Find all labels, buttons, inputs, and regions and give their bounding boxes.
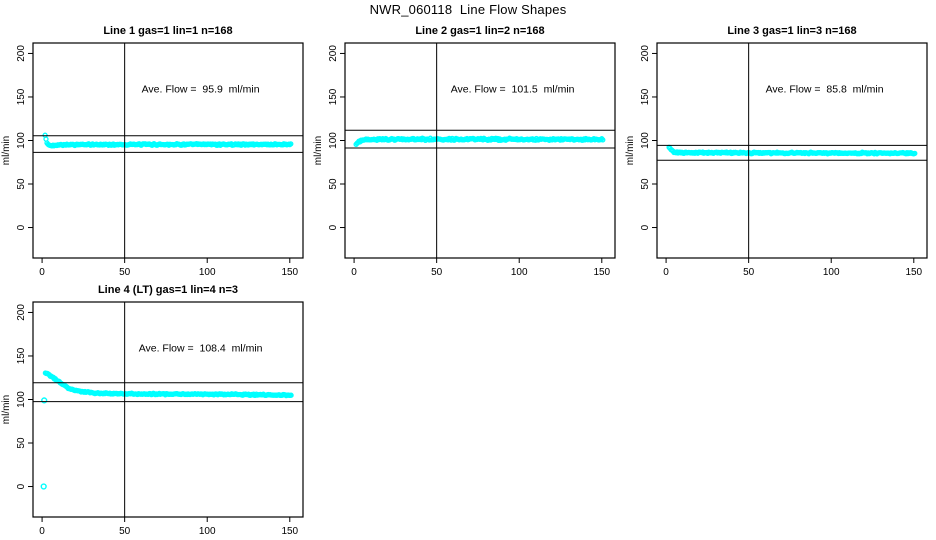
y-tick-label: 0 [16,224,27,230]
y-tick-label: 50 [640,178,651,190]
x-tick-label: 100 [199,267,216,278]
x-tick-label: 50 [431,267,443,278]
y-axis-label: ml/min [313,136,324,165]
x-tick-label: 50 [743,267,755,278]
x-tick-label: 150 [281,526,298,537]
data-point [288,392,294,398]
y-axis-label: ml/min [1,395,12,424]
y-tick-label: 100 [328,132,339,149]
y-tick-label: 50 [328,178,339,190]
y-tick-label: 50 [16,178,27,190]
subplot-title: Line 1 gas=1 lin=1 n=168 [103,25,232,37]
x-tick-label: 150 [281,267,298,278]
figure-title: NWR_060118 Line Flow Shapes [369,2,567,17]
plot-box [32,42,304,259]
y-tick-label: 100 [16,132,27,149]
y-tick-label: 200 [16,304,27,321]
x-tick-label: 100 [199,526,216,537]
y-tick-label: 100 [16,391,27,408]
data-point [600,137,606,143]
subplot-title: Line 2 gas=1 lin=2 n=168 [415,25,544,37]
outlier-data-point [40,483,47,490]
x-tick-label: 100 [511,267,528,278]
y-tick-label: 200 [640,45,651,62]
y-tick-label: 200 [328,45,339,62]
outlier-data-point [41,397,48,404]
y-tick-label: 0 [640,224,651,230]
y-axis-label: ml/min [625,136,636,165]
y-tick-label: 150 [640,88,651,105]
y-tick-label: 150 [16,347,27,364]
x-tick-label: 150 [905,267,922,278]
x-tick-label: 0 [39,526,45,537]
y-tick-label: 150 [328,88,339,105]
plot-box [344,42,616,259]
x-tick-label: 150 [593,267,610,278]
y-tick-label: 100 [640,132,651,149]
data-point [912,150,918,157]
plot-box [32,301,304,518]
x-tick-label: 0 [39,267,45,278]
x-tick-label: 50 [119,267,131,278]
plot-box [656,42,928,259]
x-tick-label: 0 [663,267,669,278]
subplot-title: Line 4 (LT) gas=1 lin=4 n=3 [98,284,238,296]
x-tick-label: 100 [823,267,840,278]
subplot-title: Line 3 gas=1 lin=3 n=168 [727,25,856,37]
x-tick-label: 50 [119,526,131,537]
ave-flow-annotation: Ave. Flow = 85.8 ml/min [766,84,884,96]
y-axis-label: ml/min [1,136,12,165]
ave-flow-annotation: Ave. Flow = 101.5 ml/min [451,84,575,96]
y-tick-label: 200 [16,45,27,62]
y-tick-label: 150 [16,88,27,105]
ave-flow-annotation: Ave. Flow = 95.9 ml/min [142,84,260,96]
y-tick-label: 0 [328,224,339,230]
ave-flow-annotation: Ave. Flow = 108.4 ml/min [139,343,263,355]
y-tick-label: 50 [16,437,27,449]
data-point [288,141,294,147]
x-tick-label: 0 [351,267,357,278]
y-tick-label: 0 [16,483,27,489]
